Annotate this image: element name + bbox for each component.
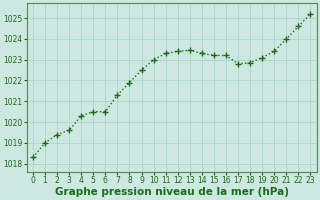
X-axis label: Graphe pression niveau de la mer (hPa): Graphe pression niveau de la mer (hPa)	[55, 187, 289, 197]
